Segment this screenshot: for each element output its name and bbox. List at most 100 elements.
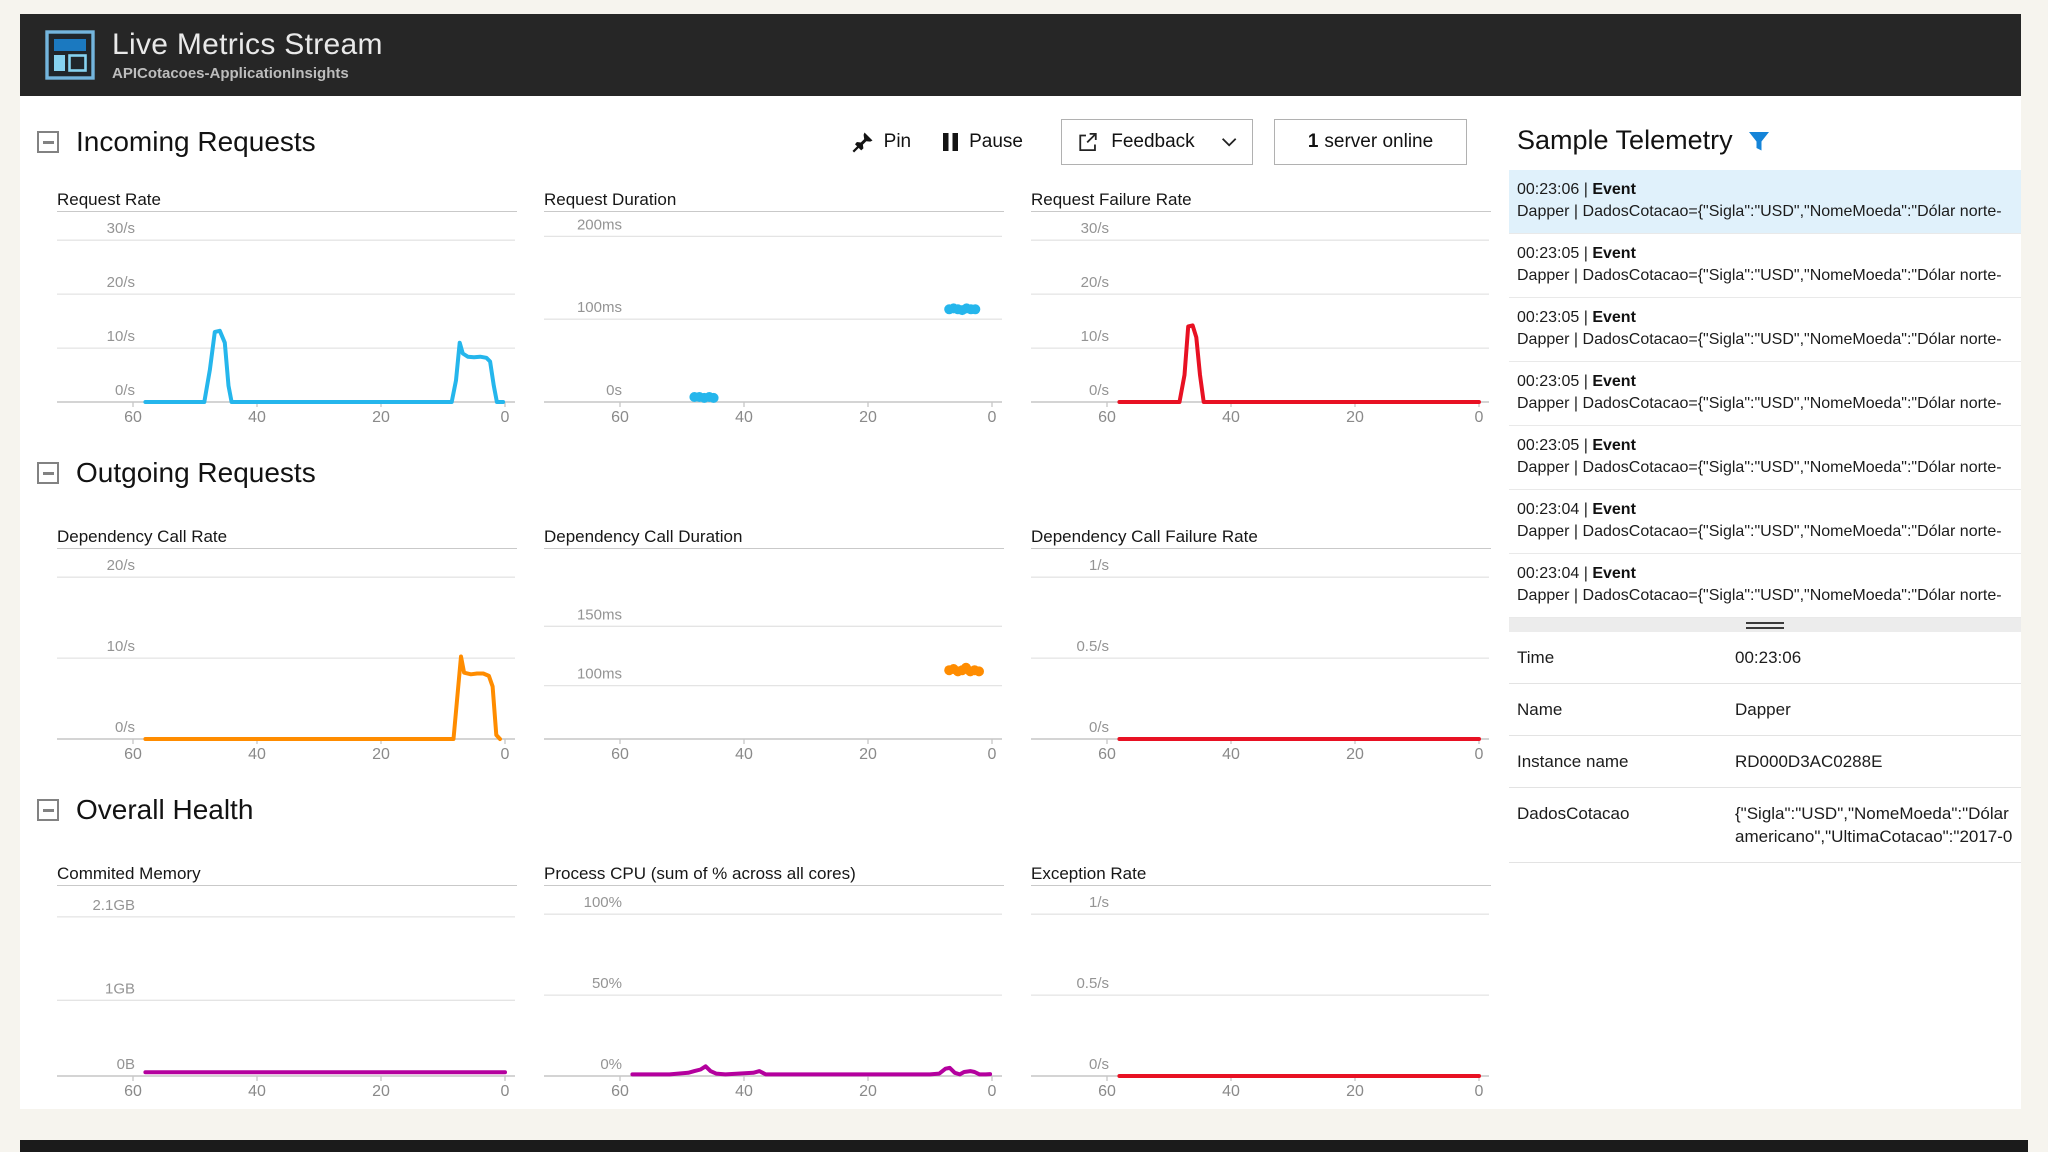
- svg-text:60: 60: [124, 409, 142, 424]
- telemetry-event[interactable]: 00:23:06 | Event Dapper | DadosCotacao={"…: [1509, 170, 2021, 234]
- collapse-icon[interactable]: [37, 799, 59, 821]
- event-details-table: Time 00:23:06 Name Dapper Instance name RD000…: [1509, 632, 2021, 863]
- filter-icon[interactable]: [1747, 130, 1771, 154]
- page-title: Live Metrics Stream: [112, 28, 383, 61]
- event-time-type: 00:23:04 | Event: [1517, 565, 1636, 582]
- chart-title: Request Duration: [544, 191, 1004, 212]
- svg-text:100ms: 100ms: [577, 666, 622, 683]
- splitter-grip: [1746, 621, 1784, 624]
- svg-text:60: 60: [124, 746, 142, 761]
- chart-title: Request Failure Rate: [1031, 191, 1491, 212]
- chevron-down-icon: [1221, 138, 1237, 147]
- svg-text:1GB: 1GB: [105, 980, 135, 997]
- telemetry-event[interactable]: 00:23:05 | Event Dapper | DadosCotacao={"…: [1509, 426, 2021, 490]
- feedback-label: Feedback: [1111, 131, 1195, 152]
- chart-title: Dependency Call Failure Rate: [1031, 528, 1491, 549]
- svg-text:150ms: 150ms: [577, 606, 622, 623]
- svg-text:0: 0: [1475, 409, 1484, 424]
- panel-splitter[interactable]: [1509, 618, 2021, 632]
- svg-text:20: 20: [372, 746, 390, 761]
- svg-text:0: 0: [988, 409, 997, 424]
- chart-plot: 60 40 20 0 2.1GB 1GB 0B: [57, 897, 515, 1098]
- feedback-dropdown-button[interactable]: Feedback: [1061, 119, 1253, 165]
- section-header-overall-health: Overall Health: [37, 793, 1491, 827]
- event-detail: Dapper | DadosCotacao={"Sigla":"USD","No…: [1517, 459, 2002, 476]
- event-detail: Dapper | DadosCotacao={"Sigla":"USD","No…: [1517, 203, 2002, 220]
- svg-text:40: 40: [735, 746, 753, 761]
- svg-text:0/s: 0/s: [115, 382, 135, 399]
- pause-button[interactable]: Pause: [941, 131, 1023, 153]
- svg-text:40: 40: [248, 1083, 266, 1098]
- detail-row-name: Name Dapper: [1509, 684, 2021, 736]
- chart-title: Dependency Call Rate: [57, 528, 517, 549]
- collapse-icon[interactable]: [37, 131, 59, 153]
- live-metrics-window: Live Metrics Stream APICotacoes-Applicat…: [20, 14, 2021, 1109]
- detail-value: {"Sigla":"USD","NomeMoeda":"Dólar americ…: [1735, 804, 2013, 846]
- incoming-requests-charts-row: Request Rate 60 40 20 0 30/s 20/s 10/s 0/s Reques…: [57, 191, 1491, 424]
- telemetry-event[interactable]: 00:23:05 | Event Dapper | DadosCotacao={"…: [1509, 362, 2021, 426]
- chart-title: Exception Rate: [1031, 865, 1491, 886]
- section-title: Incoming Requests: [76, 126, 316, 157]
- svg-text:60: 60: [611, 409, 629, 424]
- telemetry-title: Sample Telemetry: [1517, 124, 1733, 155]
- svg-text:200ms: 200ms: [577, 216, 622, 233]
- svg-text:10/s: 10/s: [107, 638, 135, 655]
- bottom-edge-bar: [20, 1140, 2028, 1152]
- telemetry-event[interactable]: 00:23:05 | Event Dapper | DadosCotacao={"…: [1509, 298, 2021, 362]
- server-status-button[interactable]: 1 server online: [1274, 119, 1467, 165]
- svg-text:20/s: 20/s: [107, 557, 135, 574]
- telemetry-event[interactable]: 00:23:04 | Event Dapper | DadosCotacao={"…: [1509, 554, 2021, 618]
- chart-title: Dependency Call Duration: [544, 528, 1004, 549]
- telemetry-event[interactable]: 00:23:04 | Event Dapper | DadosCotacao={"…: [1509, 490, 2021, 554]
- svg-text:0/s: 0/s: [1089, 1056, 1109, 1073]
- svg-text:40: 40: [248, 746, 266, 761]
- toolbar: Pin Pause: [851, 119, 1467, 165]
- pin-button[interactable]: Pin: [851, 130, 911, 154]
- chart-dependency-call-rate: Dependency Call Rate 60 40 20 0 20/s 10/s 0/s: [57, 528, 517, 761]
- detail-value: Dapper: [1735, 700, 1791, 719]
- pin-label: Pin: [883, 131, 912, 152]
- detail-label: DadosCotacao: [1517, 804, 1630, 823]
- pause-icon: [943, 133, 959, 151]
- sample-telemetry-panel: Sample Telemetry 00:23:06 | Event Dapper …: [1491, 96, 2021, 1109]
- chart-plot: 60 40 20 0 100% 50% 0%: [544, 894, 1002, 1098]
- svg-text:20: 20: [859, 409, 877, 424]
- svg-text:100%: 100%: [584, 894, 622, 911]
- chart-request-duration: Request Duration 60 40 20 0 200ms 100ms 0s: [544, 191, 1004, 424]
- svg-text:0: 0: [501, 1083, 510, 1098]
- svg-text:40: 40: [735, 409, 753, 424]
- svg-text:60: 60: [1098, 1083, 1116, 1098]
- event-time-type: 00:23:05 | Event: [1517, 437, 1636, 454]
- detail-row-time: Time 00:23:06: [1509, 632, 2021, 684]
- pin-icon: [852, 132, 873, 153]
- svg-text:20/s: 20/s: [1081, 274, 1109, 291]
- event-time-type: 00:23:05 | Event: [1517, 245, 1636, 262]
- title-bar: Live Metrics Stream APICotacoes-Applicat…: [20, 14, 2021, 96]
- chart-title: Request Rate: [57, 191, 517, 212]
- svg-text:100ms: 100ms: [577, 299, 622, 316]
- chart-plot: 60 40 20 0 20/s 10/s 0/s: [57, 557, 515, 761]
- section-header-outgoing-requests: Outgoing Requests: [37, 456, 1491, 490]
- svg-text:40: 40: [1222, 409, 1240, 424]
- svg-text:0/s: 0/s: [1089, 382, 1109, 399]
- detail-value: 00:23:06: [1735, 648, 1802, 667]
- telemetry-event[interactable]: 00:23:05 | Event Dapper | DadosCotacao={"…: [1509, 234, 2021, 298]
- minus-glyph: [42, 808, 54, 812]
- chart-plot: 60 40 20 0 150ms 100ms: [544, 606, 1002, 761]
- section-title: Overall Health: [76, 794, 254, 825]
- svg-text:20: 20: [372, 1083, 390, 1098]
- svg-text:0: 0: [1475, 1083, 1484, 1098]
- collapse-icon[interactable]: [37, 462, 59, 484]
- resource-name: APICotacoes-ApplicationInsights: [112, 65, 349, 82]
- detail-row-instance-name: Instance name RD000D3AC0288E: [1509, 736, 2021, 788]
- chart-plot: 60 40 20 0 1/s 0.5/s 0/s: [1031, 894, 1489, 1098]
- svg-text:20: 20: [859, 1083, 877, 1098]
- server-online-label: server online: [1324, 131, 1434, 152]
- svg-text:20: 20: [1346, 746, 1364, 761]
- svg-text:10/s: 10/s: [107, 328, 135, 345]
- telemetry-event-list: 00:23:06 | Event Dapper | DadosCotacao={"…: [1509, 170, 2021, 618]
- svg-text:60: 60: [124, 1083, 142, 1098]
- section-title: Outgoing Requests: [76, 457, 316, 488]
- chart-plot: 60 40 20 0 200ms 100ms 0s: [544, 216, 1002, 424]
